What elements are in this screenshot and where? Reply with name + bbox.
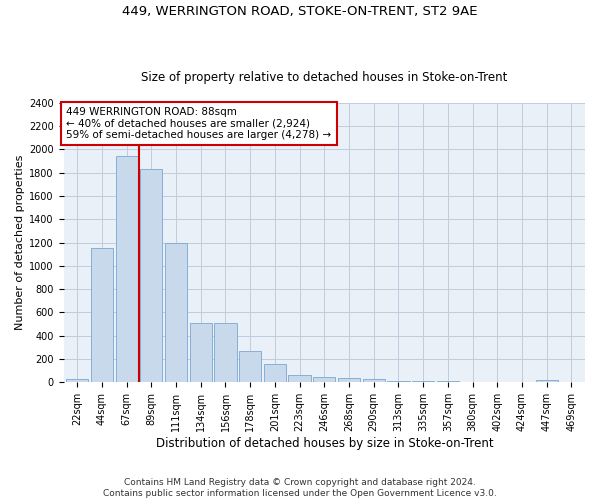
Bar	[66, 379, 88, 382]
Bar	[91, 248, 113, 382]
Bar	[140, 169, 163, 382]
Bar	[264, 364, 286, 382]
Bar	[388, 381, 410, 382]
Bar	[116, 156, 138, 382]
Bar	[190, 323, 212, 382]
Bar	[412, 381, 434, 382]
Text: Contains HM Land Registry data © Crown copyright and database right 2024.
Contai: Contains HM Land Registry data © Crown c…	[103, 478, 497, 498]
Bar	[362, 379, 385, 382]
Bar	[313, 377, 335, 382]
X-axis label: Distribution of detached houses by size in Stoke-on-Trent: Distribution of detached houses by size …	[155, 437, 493, 450]
Bar	[338, 378, 360, 382]
Bar	[536, 380, 558, 382]
Bar	[239, 352, 262, 382]
Text: 449 WERRINGTON ROAD: 88sqm
← 40% of detached houses are smaller (2,924)
59% of s: 449 WERRINGTON ROAD: 88sqm ← 40% of deta…	[66, 107, 331, 140]
Bar	[165, 242, 187, 382]
Y-axis label: Number of detached properties: Number of detached properties	[15, 155, 25, 330]
Bar	[289, 375, 311, 382]
Bar	[214, 323, 236, 382]
Text: 449, WERRINGTON ROAD, STOKE-ON-TRENT, ST2 9AE: 449, WERRINGTON ROAD, STOKE-ON-TRENT, ST…	[122, 5, 478, 18]
Title: Size of property relative to detached houses in Stoke-on-Trent: Size of property relative to detached ho…	[141, 70, 508, 84]
